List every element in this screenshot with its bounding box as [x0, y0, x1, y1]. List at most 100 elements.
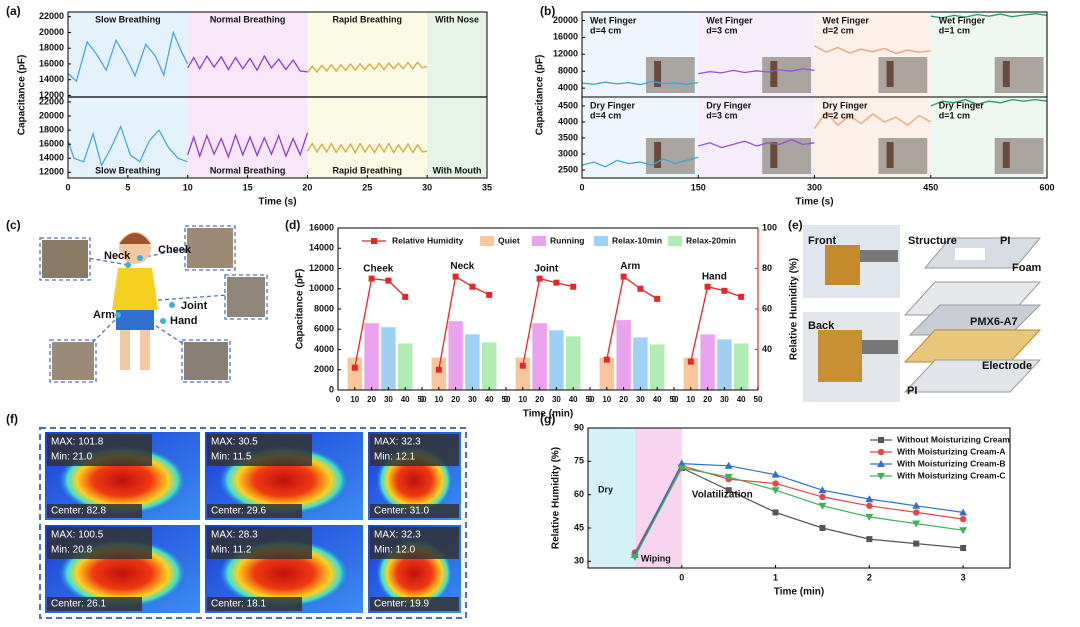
- bar: [381, 327, 396, 390]
- thermal-max: MAX: 100.5: [51, 530, 104, 541]
- y-tick-label: 4000: [558, 82, 578, 92]
- series-line: [698, 68, 815, 75]
- marker: [368, 275, 375, 282]
- thermal-images: MAX: 101.8 Min: 21.0 Center: 82.8 MAX: 30.5…: [45, 432, 461, 613]
- x-tick-label: 30: [720, 395, 729, 404]
- region: [187, 12, 308, 97]
- marker: [818, 486, 827, 494]
- x-tick-label: 0: [504, 395, 509, 404]
- y-tick-label: 20000: [39, 110, 64, 120]
- marker: [819, 525, 826, 531]
- panel-e-illustration: [803, 225, 1042, 402]
- y-tick-label: 14000: [309, 243, 334, 253]
- y-tick-label: 12000: [39, 167, 64, 177]
- region-label: Normal Breathing: [210, 165, 286, 175]
- thermal-center: Center: 19.9: [374, 599, 429, 610]
- y-tick-label: 6000: [314, 324, 334, 334]
- bar: [431, 357, 447, 390]
- y-tick-label: 12000: [553, 49, 578, 59]
- x-tick-label: 300: [807, 182, 822, 192]
- legend-label: Relax-10min: [612, 235, 662, 245]
- region-label: Slow Breathing: [95, 165, 161, 175]
- humidity-line: [522, 277, 574, 366]
- thermal-readout: [370, 504, 459, 518]
- y-tick-label: 60: [574, 489, 584, 499]
- x-tick-label: 450: [923, 182, 938, 192]
- marker: [959, 508, 968, 516]
- body-label: Cheek: [158, 244, 192, 256]
- region-label: Dry Finger: [823, 100, 869, 110]
- x-tick-label: 25: [362, 182, 372, 192]
- thermal-min: Min: 11.5: [211, 452, 252, 463]
- thermal-readout: [47, 434, 152, 466]
- panel-c-illustration: [39, 225, 268, 383]
- y-tick-label: 4500: [558, 100, 578, 110]
- thermal-min: Min: 12.1: [374, 452, 416, 463]
- x-axis-title: Time (s): [795, 197, 833, 208]
- thermal-readout: [370, 527, 459, 559]
- category-label: Joint: [534, 263, 559, 274]
- humidity-line: [438, 275, 490, 370]
- marker: [959, 515, 967, 523]
- x-tick-label: 0: [336, 395, 341, 404]
- thermal-readout: [207, 434, 312, 466]
- x-tick-label: 0: [679, 572, 684, 582]
- marker: [553, 279, 560, 286]
- thermal-max: MAX: 101.8: [51, 437, 104, 448]
- series-line: [187, 132, 309, 159]
- y-tick-label: 90: [574, 422, 584, 432]
- x-tick-label: 20: [703, 395, 712, 404]
- y-tick-label: 18000: [39, 124, 64, 134]
- y-tick-label: 16000: [39, 58, 64, 68]
- thermal-readout: [47, 597, 142, 611]
- region-label: Rapid Breathing: [333, 165, 403, 175]
- region-label: Slow Breathing: [95, 14, 161, 24]
- y-axis-title: Capacitance (pF): [295, 269, 306, 350]
- thermal-max: MAX: 32.3: [374, 437, 421, 448]
- region-label: Dry Finger: [939, 100, 985, 110]
- bar: [683, 357, 699, 390]
- inset-photo: [770, 61, 778, 87]
- marker: [960, 545, 967, 551]
- y-tick-label: 8000: [314, 303, 334, 313]
- y-tick-label: 20000: [553, 15, 578, 25]
- thermal-center: Center: 18.1: [211, 599, 266, 610]
- category-label: Hand: [702, 271, 727, 282]
- inset-photo: [654, 61, 662, 87]
- region-sublabel: d=3 cm: [706, 25, 737, 35]
- x-tick-label: 3: [961, 572, 966, 582]
- y-tick-label: 4000: [314, 344, 334, 354]
- series-line: [813, 111, 932, 129]
- marker: [725, 487, 732, 494]
- marker: [913, 540, 920, 547]
- thermal-center: Center: 26.1: [51, 599, 106, 610]
- x-tick-label: 50: [418, 395, 427, 404]
- humidity-line: [354, 277, 406, 368]
- x-tick-label: 10: [518, 395, 527, 404]
- category-label: Arm: [620, 261, 640, 272]
- thermal-center: Center: 29.6: [211, 506, 266, 517]
- marker: [637, 285, 644, 292]
- marker: [877, 460, 885, 467]
- y-tick-label: 75: [574, 456, 584, 466]
- inset-photo: [886, 142, 894, 168]
- bar: [465, 334, 480, 390]
- x-tick-label: 40: [653, 395, 662, 404]
- region-sublabel: d=1 cm: [939, 110, 970, 120]
- bar: [649, 344, 665, 390]
- bar: [347, 357, 363, 390]
- x-tick-label: 15: [243, 182, 253, 192]
- marker: [570, 283, 577, 290]
- x-tick-label: 20: [619, 395, 628, 404]
- marker: [351, 364, 358, 371]
- marker: [402, 293, 409, 300]
- legend-swatch: [480, 236, 494, 246]
- series-line: [634, 462, 964, 555]
- inset-photo: [878, 57, 928, 93]
- region: [307, 97, 428, 178]
- marker: [865, 495, 874, 503]
- bar: [616, 320, 631, 390]
- inset-photo: [762, 57, 812, 93]
- legend-label: With Moisturizing Cream-C: [897, 470, 1006, 480]
